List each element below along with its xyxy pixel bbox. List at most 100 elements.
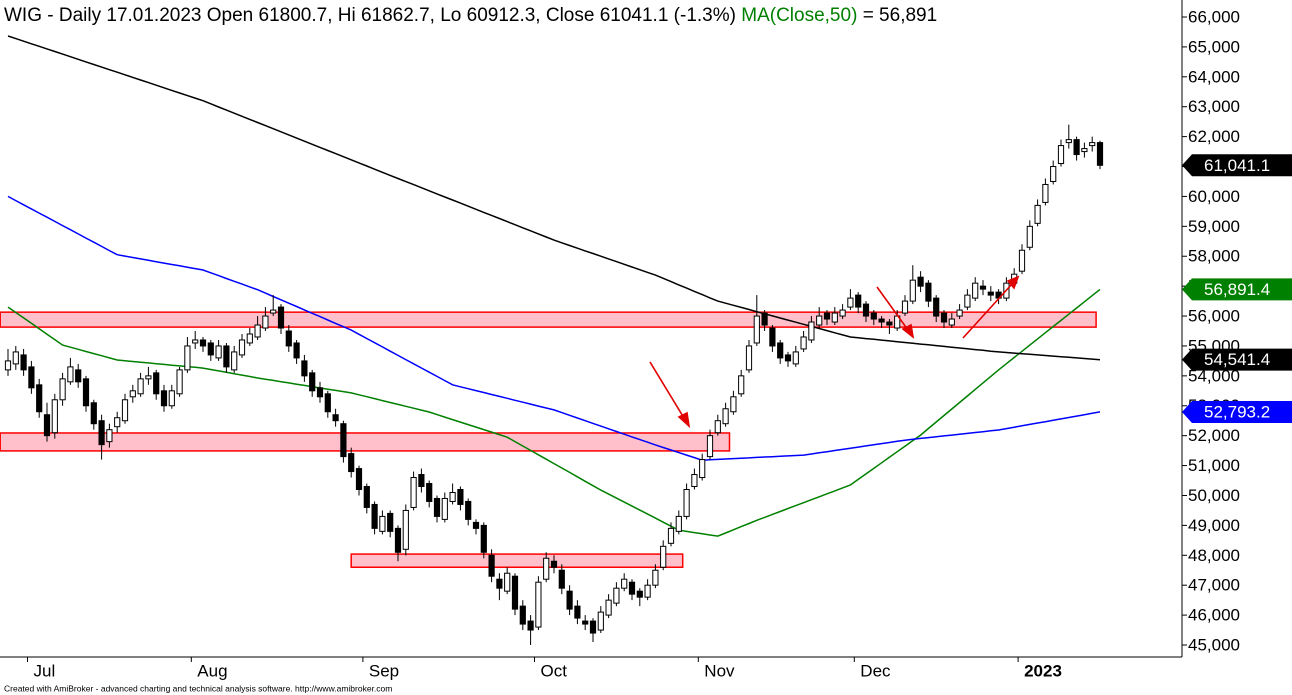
price-zone	[350, 553, 684, 568]
candle-body	[145, 375, 152, 380]
candle-body	[114, 417, 121, 428]
arrows	[649, 275, 1020, 429]
candle-body	[277, 306, 285, 329]
candle-body	[379, 515, 386, 532]
title-main: WIG - Daily 17.01.2023 Open 61800.7, Hi …	[4, 5, 736, 26]
arrow-head	[1006, 275, 1020, 290]
candle-body	[667, 527, 675, 544]
candle-body	[441, 497, 448, 520]
candle-body	[231, 351, 238, 371]
candle-body	[823, 312, 831, 320]
candle-body	[761, 312, 768, 326]
candle-body	[839, 309, 846, 317]
candle-body	[28, 366, 35, 389]
y-tick-label: 45,000	[1188, 635, 1240, 654]
axis: 45,000 46,000 47,000 48,000 49,000 50,000 51,0…	[27, 7, 1292, 680]
x-tick-label: Oct	[541, 661, 568, 680]
candle-body	[371, 503, 378, 529]
candle-body	[644, 584, 651, 598]
value-tag-label: 61,041.1	[1204, 156, 1270, 175]
y-tick-label: 50,000	[1188, 486, 1240, 505]
candle-body	[909, 279, 916, 302]
candle-body	[324, 393, 331, 413]
y-tick-label: 52,000	[1188, 426, 1240, 445]
candle-body	[207, 342, 214, 356]
candle-body	[699, 459, 706, 479]
candle-body	[316, 387, 324, 398]
candle-body	[394, 527, 402, 553]
candle-body	[465, 500, 472, 520]
candle-body	[1065, 139, 1072, 144]
candle-body	[176, 369, 183, 395]
candle-body	[199, 339, 207, 347]
candle-body	[870, 312, 877, 320]
candle-body	[964, 294, 971, 308]
candle-body	[808, 321, 815, 341]
candle-body	[1089, 142, 1096, 147]
y-tick-label: 51,000	[1188, 456, 1240, 475]
candle-body	[730, 396, 737, 413]
candle-body	[223, 345, 230, 368]
candle-body	[340, 423, 347, 458]
candle-body	[238, 339, 246, 356]
candle-body	[1096, 142, 1104, 166]
arrow-head	[677, 411, 691, 429]
y-tick-label: 54,000	[1188, 366, 1240, 385]
candle-body	[886, 321, 893, 326]
candle-body	[43, 414, 51, 437]
candle-body	[355, 468, 363, 490]
candle-body	[293, 342, 300, 359]
candle-body	[816, 315, 823, 326]
candle-body	[67, 366, 74, 383]
value-tag	[1182, 348, 1292, 371]
candle-body	[925, 282, 932, 302]
candle-body	[1081, 148, 1088, 153]
candle-body	[36, 384, 43, 413]
candle-body	[769, 327, 776, 347]
candle-body	[301, 360, 308, 377]
candle-body	[972, 282, 979, 299]
candle-body	[613, 587, 620, 604]
candle-body	[137, 378, 144, 395]
candle-body	[722, 408, 729, 425]
value-tag-label: 54,541.4	[1204, 350, 1270, 369]
candle-body	[855, 294, 862, 308]
title-ma: MA(Close,50)	[741, 5, 857, 26]
y-tick-label: 47,000	[1188, 576, 1240, 595]
candle-body	[714, 420, 721, 434]
candle-body	[621, 578, 628, 589]
x-tick-label: Sep	[369, 661, 399, 680]
y-tick-label: 49,000	[1188, 516, 1240, 535]
candle-body	[184, 345, 191, 371]
y-tick-label: 58,000	[1188, 247, 1240, 266]
y-tick-label: 62,000	[1188, 127, 1240, 146]
candle-body	[160, 390, 168, 407]
candle-body	[940, 312, 948, 323]
ma-line	[7, 35, 1101, 361]
candle-body	[987, 291, 994, 296]
y-tick-label: 63,000	[1188, 97, 1240, 116]
candle-body	[496, 578, 503, 589]
candle-body	[106, 429, 113, 443]
candle-body	[254, 324, 261, 338]
footer: Created with AmiBroker - advanced charti…	[4, 683, 392, 693]
y-tick-label: 65,000	[1188, 37, 1240, 56]
candle-body	[457, 488, 464, 505]
candle-body	[168, 390, 175, 407]
candle-body	[285, 330, 292, 347]
candle-body	[589, 620, 597, 634]
candle-body	[800, 336, 807, 350]
price-zone	[0, 311, 1097, 328]
candle-body	[511, 575, 519, 610]
candle-body	[784, 354, 792, 362]
candle-body	[129, 390, 136, 398]
candle-body	[309, 372, 316, 392]
candle-body	[574, 605, 581, 619]
candle-body	[636, 590, 643, 598]
candle-body	[660, 545, 667, 568]
candle-body	[12, 351, 19, 365]
arrow-head	[901, 323, 915, 339]
x-tick-label: Nov	[704, 661, 735, 680]
candle-body	[402, 509, 409, 550]
